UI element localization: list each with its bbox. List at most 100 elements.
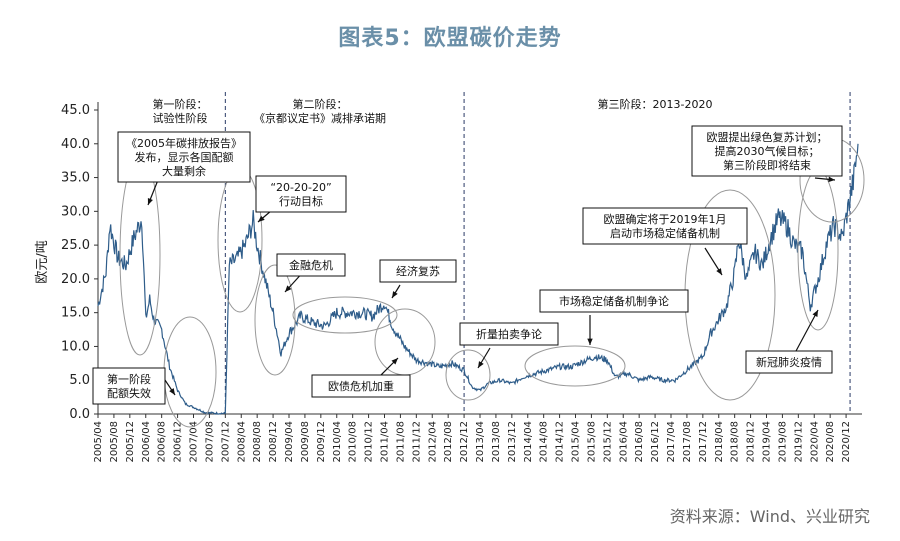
x-tick-label: 2006/08 — [157, 421, 168, 463]
x-tick-label: 2017/12 — [698, 421, 709, 463]
x-tick-label: 2009/04 — [284, 421, 295, 463]
chart-title: 图表5：欧盟碳价走势 — [338, 26, 562, 51]
x-tick-label: 2018/12 — [746, 421, 757, 463]
annotation-box — [311, 374, 411, 398]
arrow-head — [478, 361, 484, 368]
annotation-text: “20-20-20” — [270, 181, 331, 194]
annotation-box — [379, 259, 457, 283]
annotation-text: 欧盟确定将于2019年1月 — [604, 212, 727, 226]
x-tick-label: 2020/12 — [841, 421, 852, 463]
annotation-text: 第三阶段即将结束 — [723, 158, 811, 172]
x-tick-label: 2012/04 — [427, 421, 438, 463]
x-tick-label: 2016/08 — [634, 421, 645, 463]
annotation-ellipse — [254, 264, 296, 376]
phase-label: 第二阶段： — [293, 97, 348, 111]
x-tick-label: 2011/12 — [411, 421, 422, 463]
annotation-text: 行动目标 — [279, 194, 323, 208]
annotation-box — [745, 350, 833, 374]
phase-markers: 第一阶段：试验性阶段 第二阶段：《京都议定书》减排承诺期 第三阶段：2013-202… — [153, 92, 851, 414]
x-tick-label: 2018/08 — [730, 421, 741, 463]
arrow-head — [587, 338, 593, 345]
arrow-head — [285, 285, 292, 292]
annotation-text: 欧债危机加重 — [328, 379, 394, 393]
x-tick-label: 2015/12 — [602, 421, 613, 463]
x-tick-label: 2013/12 — [507, 421, 518, 463]
annotation-text: 经济复苏 — [396, 264, 440, 278]
annotation-ellipse — [797, 169, 839, 331]
x-tick-label: 2017/08 — [682, 421, 693, 463]
annotation-text: 欧盟提出绿色复苏计划； — [707, 130, 828, 144]
x-tick-label: 2005/08 — [109, 421, 120, 463]
annotation-text: 折量拍卖争论 — [476, 327, 542, 341]
x-tick-label: 2019/12 — [793, 421, 804, 463]
x-tick-label: 2019/04 — [762, 421, 773, 463]
x-tick-label: 2011/04 — [380, 421, 391, 463]
x-tick-label: 2013/04 — [475, 421, 486, 463]
y-tick-label: 30.0 — [61, 204, 90, 219]
annotation-box — [691, 125, 843, 177]
annotation-ellipse — [292, 296, 398, 334]
x-tick-label: 2015/04 — [571, 421, 582, 463]
arrow-head — [716, 268, 722, 275]
x-tick-label: 2008/12 — [268, 421, 279, 463]
arrow-head — [828, 176, 835, 183]
x-tick-label: 2007/08 — [204, 421, 215, 463]
annotation-text: 大量剩余 — [162, 164, 206, 178]
annotation-ellipse — [217, 167, 263, 313]
x-tick-label: 2005/12 — [125, 421, 136, 463]
y-tick-label: 25.0 — [61, 238, 90, 253]
x-tick-label: 2014/12 — [555, 421, 566, 463]
y-tick-label: 45.0 — [61, 103, 90, 118]
annotation-ellipse — [119, 154, 161, 356]
x-tick-label: 2014/08 — [539, 421, 550, 463]
annotation-ellipse — [445, 349, 491, 401]
x-tick-label: 2008/08 — [252, 421, 263, 463]
annotation-text: 新冠肺炎疫情 — [756, 355, 822, 369]
x-tick-label: 2005/04 — [93, 421, 104, 463]
annotation-text: 启动市场稳定储备机制 — [610, 226, 720, 240]
annotation-text: 发布，显示各国配额 — [135, 150, 234, 164]
x-tick-label: 2012/12 — [459, 421, 470, 463]
annotation-box — [255, 175, 347, 213]
series-line — [97, 143, 859, 415]
y-tick-label: 40.0 — [61, 137, 90, 152]
arrow-head — [169, 388, 175, 395]
x-tick-label: 2006/04 — [141, 421, 152, 463]
annotation-text: 第一阶段 — [107, 372, 151, 386]
arrow-head — [258, 215, 265, 222]
phase-label: 第一阶段： — [153, 97, 208, 111]
annotation-box — [582, 207, 748, 245]
x-tick-label: 2008/04 — [236, 421, 247, 463]
annotation-arrow — [795, 309, 819, 352]
x-tick-label: 2009/08 — [300, 421, 311, 463]
plot-area — [97, 143, 859, 415]
x-tick-label: 2015/08 — [586, 421, 597, 463]
x-tick-label: 2009/12 — [316, 421, 327, 463]
annotation-text: 提高2030气候目标； — [715, 144, 820, 158]
x-tick-label: 2020/04 — [809, 421, 820, 463]
y-tick-label: 0.0 — [69, 407, 90, 422]
arrow-head — [812, 310, 818, 317]
annotation-box — [459, 322, 559, 346]
x-tick-label: 2006/12 — [173, 421, 184, 463]
phase-label-detail: 《京都议定书》减排承诺期 — [254, 111, 386, 125]
x-tick-label: 2013/08 — [491, 421, 502, 463]
y-tick-label: 35.0 — [61, 171, 90, 186]
x-tick-label: 2010/12 — [364, 421, 375, 463]
x-tick-label: 2007/12 — [220, 421, 231, 463]
y-axis-label: 欧元/吨 — [35, 240, 50, 283]
phase-label: 第三阶段：2013-2020 — [598, 97, 713, 111]
y-tick-label: 15.0 — [61, 306, 90, 321]
annotation-text: 《2005年碳排放报告》 — [126, 136, 242, 150]
y-tick-label: 5.0 — [69, 373, 90, 388]
x-tick-label: 2016/12 — [650, 421, 661, 463]
phase-label-detail: 试验性阶段 — [153, 111, 208, 125]
x-tick-label: 2010/04 — [332, 421, 343, 463]
annotation-box — [117, 131, 251, 183]
annotation-text: 市场稳定储备机制争论 — [559, 294, 669, 308]
annotation-box — [92, 367, 166, 405]
x-tick-label: 2011/08 — [395, 421, 406, 463]
arrow-head — [391, 358, 398, 365]
